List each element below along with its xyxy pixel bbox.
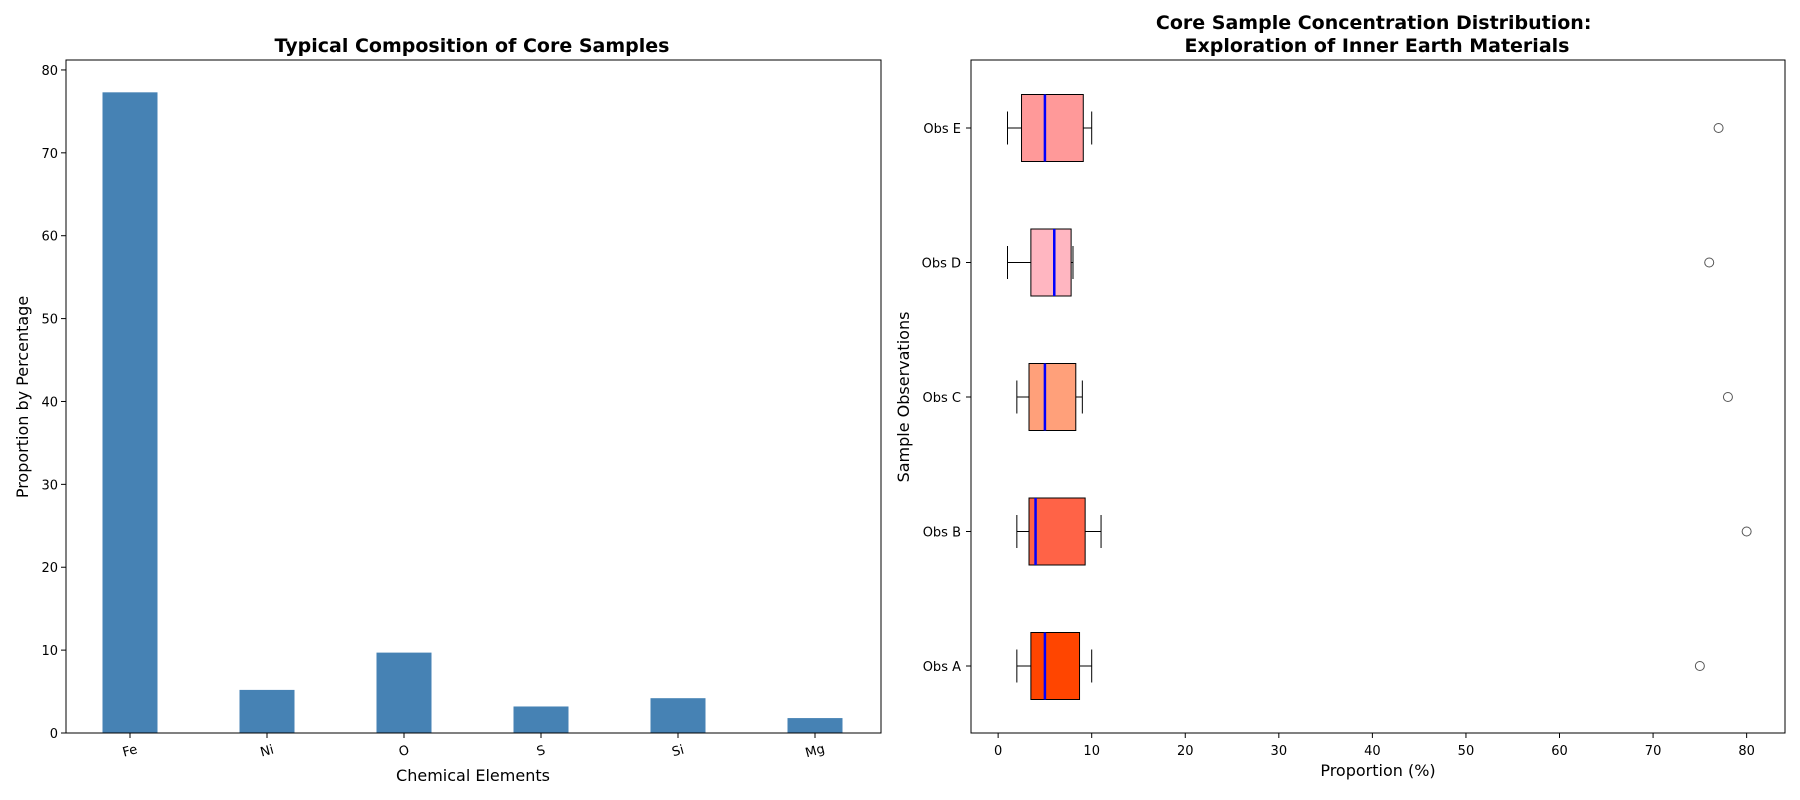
iqr-box-obs-d [1030, 228, 1072, 297]
bar-fe [102, 92, 158, 733]
iqr-box-obs-e [1021, 94, 1084, 162]
bar-s [513, 706, 569, 733]
y-tick-label-30: 30 [41, 478, 58, 493]
x-tick-label-40: 40 [1364, 744, 1381, 759]
box-obs-d [1006, 228, 1715, 297]
x-tick-label-fe: Fe [121, 742, 139, 760]
bar-chart-y-axis-label: Proportion by Percentage [13, 296, 32, 498]
box-plot-y-axis-label: Sample Observations [894, 312, 913, 483]
bar-ni [239, 689, 295, 733]
y-tick-label-obs-b: Obs B [923, 526, 961, 541]
y-tick-label-70: 70 [41, 147, 58, 162]
x-tick-label-80: 80 [1738, 744, 1755, 759]
box-plot-title-line-2: Exploration of Inner Earth Materials [1185, 35, 1570, 57]
y-tick-label-80: 80 [41, 64, 58, 79]
iqr-box-obs-a [1030, 632, 1081, 700]
bar-chart-plot-frame [65, 59, 882, 734]
x-tick-label-70: 70 [1645, 744, 1662, 759]
outlier-obs-e-0 [1713, 123, 1724, 133]
box-plot-x-axis-label: Proportion (%) [1320, 761, 1435, 780]
y-tick-label-20: 20 [41, 561, 58, 576]
x-tick-label-o: O [397, 743, 411, 760]
y-tick-label-obs-e: Obs E [923, 122, 961, 137]
y-tick-label-50: 50 [41, 313, 58, 328]
x-tick-label-60: 60 [1551, 744, 1568, 759]
x-tick-label-ni: Ni [259, 743, 276, 761]
x-tick-label-mg: Mg [804, 742, 827, 762]
outlier-obs-a-0 [1694, 661, 1705, 671]
x-tick-label-s: S [535, 743, 547, 760]
y-tick-label-0: 0 [50, 727, 58, 742]
x-tick-label-si: Si [670, 743, 685, 761]
iqr-box-obs-c [1028, 363, 1077, 431]
box-plot-title-line-1: Core Sample Concentration Distribution: [1156, 12, 1592, 34]
y-tick-label-obs-c: Obs C [923, 391, 961, 406]
x-tick-label-0: 0 [994, 744, 1002, 759]
box-plot-title: Core Sample Concentration Distribution: … [1156, 12, 1598, 57]
y-tick-label-obs-a: Obs A [923, 660, 961, 675]
y-tick-label-60: 60 [41, 230, 58, 245]
bar-chart-x-axis-label: Chemical Elements [396, 766, 550, 785]
box-obs-e [1006, 94, 1724, 162]
iqr-box-obs-b [1028, 497, 1086, 566]
bar-si [650, 698, 706, 733]
box-plot-y-ticks: Obs A Obs B Obs C Obs D Obs E [922, 122, 971, 675]
y-tick-label-40: 40 [41, 395, 58, 410]
x-tick-label-50: 50 [1458, 744, 1475, 759]
box-series [1006, 94, 1752, 700]
bar-chart-x-ticks: Fe Ni O S Si Mg [121, 733, 826, 761]
outlier-obs-d-0 [1704, 257, 1715, 268]
composition-bar-chart: Typical Composition of Core Samples Fe Ni… [13, 35, 882, 785]
box-obs-a [1016, 632, 1705, 700]
concentration-box-plot: Core Sample Concentration Distribution: … [894, 12, 1786, 780]
x-tick-label-10: 10 [1083, 744, 1100, 759]
bar-chart-y-ticks: 0 10 20 30 40 50 60 70 80 [41, 64, 66, 742]
outlier-obs-b-0 [1741, 526, 1752, 537]
box-obs-c [1016, 363, 1733, 431]
outlier-obs-c-0 [1722, 392, 1733, 402]
bar-o [376, 652, 432, 733]
bar-mg [787, 718, 843, 733]
y-tick-label-10: 10 [41, 644, 58, 659]
box-plot-plot-frame [970, 59, 1786, 734]
x-tick-label-20: 20 [1177, 744, 1194, 759]
box-obs-b [1016, 497, 1752, 566]
bar-series [102, 92, 843, 733]
bar-chart-title: Typical Composition of Core Samples [275, 35, 670, 57]
x-tick-label-30: 30 [1271, 744, 1288, 759]
box-plot-x-ticks: 0 10 20 30 40 50 60 70 80 [994, 733, 1755, 759]
y-tick-label-obs-d: Obs D [922, 257, 961, 272]
